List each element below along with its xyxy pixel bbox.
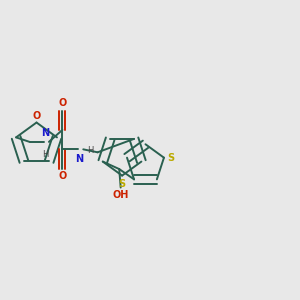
Text: O: O	[58, 171, 67, 181]
Text: OH: OH	[112, 190, 129, 200]
Text: S: S	[118, 179, 126, 189]
Text: S: S	[167, 153, 174, 163]
Text: H: H	[42, 150, 49, 159]
Text: N: N	[41, 128, 50, 138]
Text: O: O	[58, 98, 67, 108]
Text: H: H	[87, 146, 93, 155]
Text: O: O	[32, 111, 41, 121]
Text: N: N	[76, 154, 84, 164]
